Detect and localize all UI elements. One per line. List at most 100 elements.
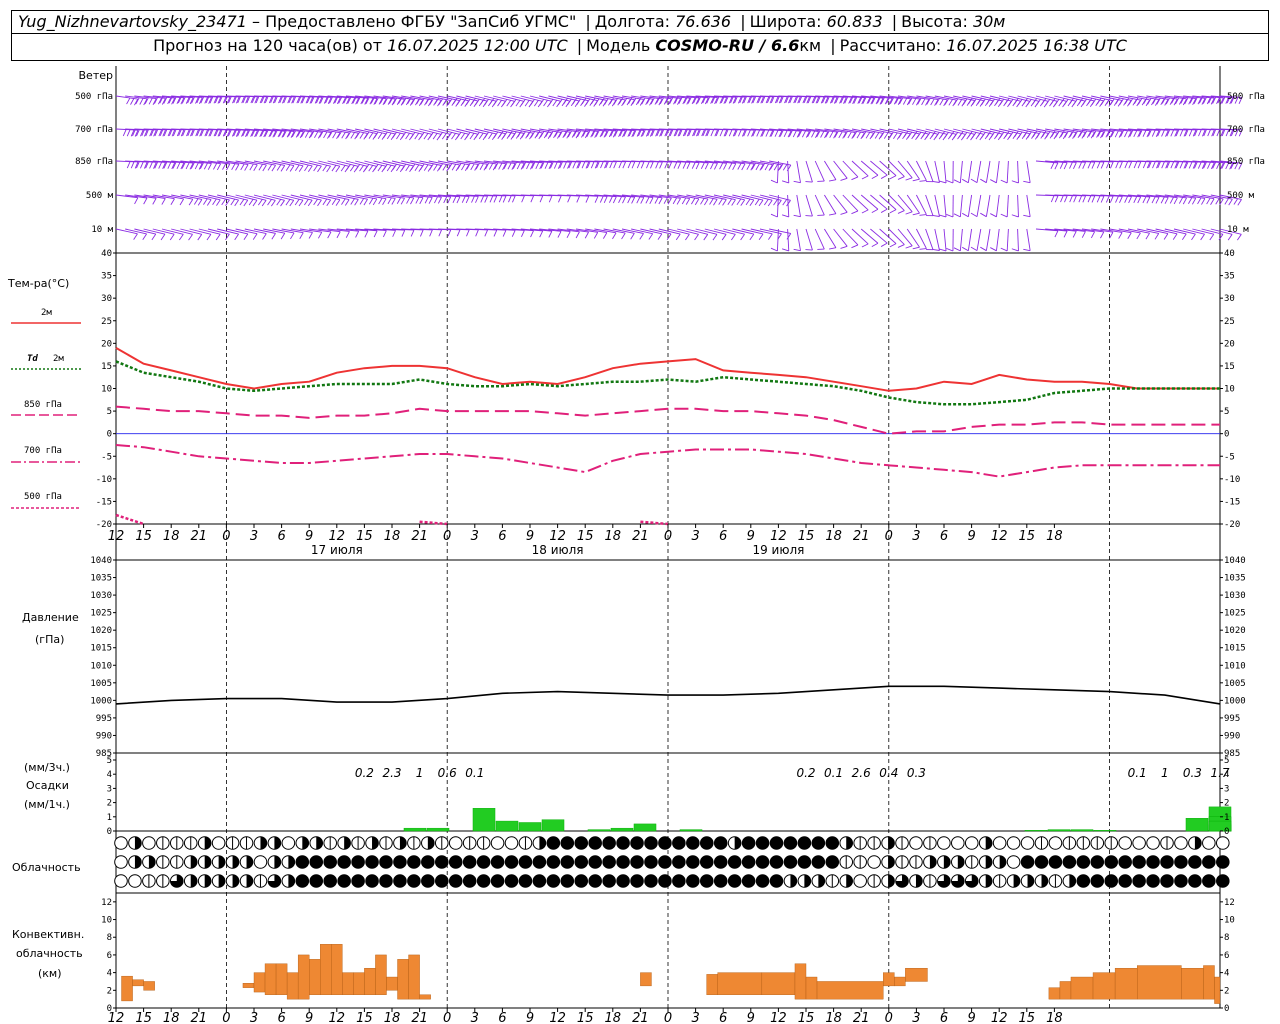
cloud-symbol <box>128 874 142 888</box>
wind-barb <box>180 95 203 105</box>
wind-barb <box>915 194 927 216</box>
wind-barb <box>824 228 837 250</box>
cloud-symbol <box>1062 836 1077 850</box>
conv-xtick-label: 0 <box>664 1011 672 1024</box>
temp-xtick-label: 12 <box>991 529 1008 544</box>
cloud-symbol <box>1146 836 1160 850</box>
wind-barb <box>1210 228 1233 241</box>
conv-bar <box>1136 965 1182 1000</box>
wind-barb <box>741 160 764 171</box>
wind-barb <box>631 194 654 205</box>
wind-barb <box>1072 160 1096 169</box>
wind-barb <box>474 194 498 203</box>
precip-bar <box>1093 830 1117 832</box>
cloud-symbol <box>602 855 616 869</box>
wind-barb <box>833 95 856 105</box>
temp-ytick-label: -15 <box>96 497 112 507</box>
wind-barb <box>465 194 488 203</box>
conv-bar <box>816 981 884 1000</box>
wind-barb <box>502 160 525 170</box>
wind-barb <box>1146 194 1169 204</box>
wind-barb <box>1054 160 1077 170</box>
wind-barb <box>793 228 801 252</box>
wind-barb <box>915 228 927 250</box>
cloud-symbol <box>1132 855 1146 869</box>
cloud-symbol <box>183 874 198 888</box>
cloud-symbol <box>267 836 282 850</box>
wind-barb <box>318 194 341 206</box>
header-forecast-line: Прогноз на 120 часа(ов) от 16.07.2025 12… <box>11 33 1269 61</box>
conv-title-b: облачность <box>16 947 83 960</box>
cloud-symbol <box>881 836 895 850</box>
cloud-symbol <box>895 836 909 850</box>
wind-barb <box>796 128 820 139</box>
cloud-symbol <box>769 855 784 869</box>
cloud-symbol <box>937 836 951 850</box>
conv-bar <box>1070 976 1094 1000</box>
wind-barb <box>953 160 963 184</box>
wind-barb <box>704 194 727 206</box>
wind-barb <box>704 160 728 170</box>
pres-ytick-label: 995 <box>96 714 112 724</box>
wind-barb <box>115 95 139 106</box>
wind-barb <box>640 228 663 240</box>
cloud-symbol <box>560 855 575 869</box>
wind-barb <box>723 228 745 241</box>
legend-td-label-b: 2м <box>53 354 64 364</box>
pressure-unit: (гПа) <box>35 633 64 646</box>
wind-barb <box>815 128 838 139</box>
wind-barb <box>309 160 331 173</box>
temp-xtick-label: 15 <box>135 529 152 544</box>
precip-3h-label: 0.3 <box>1183 766 1202 780</box>
wind-barb <box>474 160 497 171</box>
wind-level-500hpa-right: 500 гПа <box>1227 92 1265 102</box>
conv-xtick-label: 9 <box>526 1011 534 1024</box>
cloud-symbol <box>267 874 282 888</box>
temp-ytick-label-right: 5 <box>1224 407 1229 417</box>
wind-barb <box>1011 194 1019 218</box>
wind-barb <box>677 228 699 241</box>
wind-barb <box>189 160 212 170</box>
cloud-symbol <box>142 874 156 888</box>
wind-barb <box>382 194 405 205</box>
wind-barb <box>851 160 869 180</box>
wind-barb <box>309 128 332 139</box>
wind-barb <box>953 194 963 218</box>
wind-barb <box>658 160 682 169</box>
wind-barb <box>355 194 378 206</box>
cloud-symbol <box>462 874 477 888</box>
cloud-symbol <box>114 855 128 869</box>
wind-barb <box>686 194 709 206</box>
cloud-symbol <box>1090 855 1105 869</box>
conv-xtick-label: 12 <box>549 1011 566 1024</box>
wind-barb <box>970 194 982 218</box>
pres-ytick-label: 1040 <box>90 556 112 566</box>
temp-ytick-label-right: 0 <box>1224 430 1229 440</box>
wind-barb <box>1127 228 1150 240</box>
wind-barb <box>695 95 718 105</box>
precip-3h-label: 0.3 <box>907 766 926 780</box>
wind-barb <box>1109 228 1132 239</box>
wind-barb <box>946 194 954 218</box>
wind-barb <box>1000 160 1009 184</box>
precip-bar <box>518 822 542 832</box>
temp-xtick-label: 18 <box>1046 529 1063 544</box>
cloud-symbol <box>142 855 156 869</box>
conv-unit: (км) <box>38 967 62 980</box>
wind-barb <box>897 228 913 249</box>
wind-barb <box>327 194 350 206</box>
wind-barb <box>483 160 507 171</box>
conv-xtick-label: 9 <box>747 1011 755 1024</box>
temp-xtick-label: 12 <box>549 529 566 544</box>
wind-barb <box>932 228 940 251</box>
precip-3h-label: 0.6 <box>438 766 457 780</box>
pres-ytick-label-right: 985 <box>1224 749 1240 759</box>
wind-barb <box>585 194 608 204</box>
cloud-symbol <box>1118 855 1132 869</box>
temp-ytick-label: 20 <box>101 339 112 349</box>
lon-value: 76.636 <box>675 12 732 31</box>
prec-ytick-label: 5 <box>107 756 112 766</box>
cloud-symbol <box>267 855 282 869</box>
temp-xtick-label: 0 <box>443 529 451 544</box>
cloud-symbol <box>644 855 658 869</box>
